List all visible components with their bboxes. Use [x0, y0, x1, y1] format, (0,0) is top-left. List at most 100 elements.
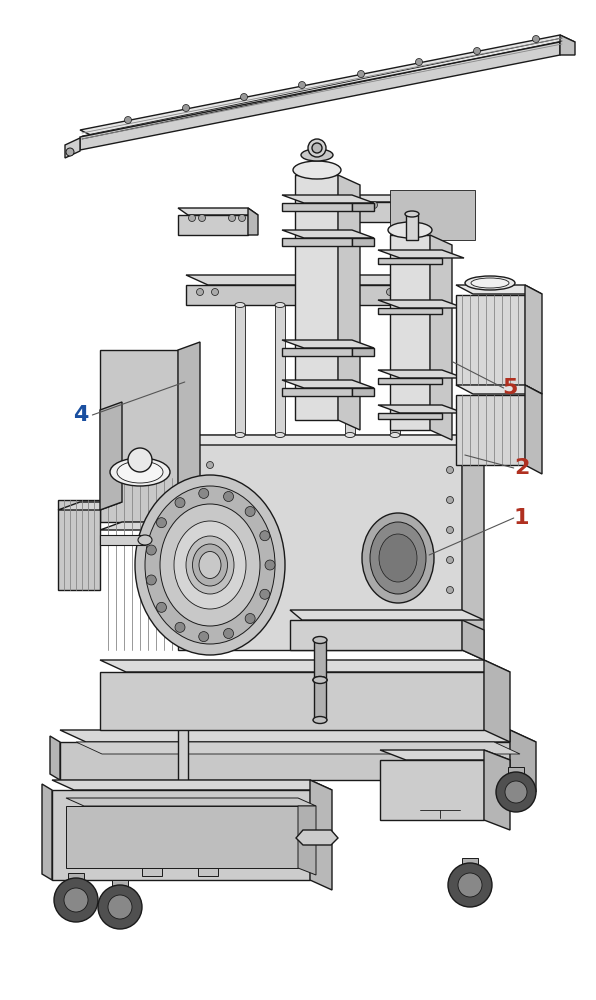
Circle shape	[228, 215, 235, 222]
Polygon shape	[112, 880, 128, 890]
Circle shape	[446, 496, 454, 504]
Polygon shape	[80, 35, 575, 137]
Polygon shape	[378, 413, 442, 419]
Ellipse shape	[235, 432, 245, 438]
Circle shape	[175, 622, 185, 632]
Circle shape	[206, 632, 213, 639]
Circle shape	[446, 556, 454, 564]
Polygon shape	[390, 305, 400, 435]
Polygon shape	[282, 238, 352, 246]
Ellipse shape	[370, 522, 426, 594]
Polygon shape	[508, 767, 524, 777]
Ellipse shape	[117, 461, 163, 483]
Circle shape	[191, 611, 198, 618]
Circle shape	[157, 602, 166, 612]
Polygon shape	[314, 680, 326, 720]
Ellipse shape	[313, 637, 327, 644]
Circle shape	[238, 215, 246, 222]
Polygon shape	[290, 610, 484, 620]
Circle shape	[206, 536, 213, 544]
Circle shape	[108, 895, 132, 919]
Ellipse shape	[379, 534, 417, 582]
Circle shape	[198, 215, 206, 222]
Circle shape	[191, 586, 198, 593]
Polygon shape	[378, 258, 442, 264]
Polygon shape	[68, 873, 84, 883]
Circle shape	[473, 47, 480, 54]
Polygon shape	[282, 340, 374, 348]
Polygon shape	[80, 42, 560, 150]
Polygon shape	[510, 730, 536, 792]
Polygon shape	[298, 806, 316, 875]
Text: 1: 1	[514, 508, 529, 528]
Ellipse shape	[235, 302, 245, 308]
Ellipse shape	[471, 278, 509, 288]
Ellipse shape	[145, 486, 275, 644]
Ellipse shape	[138, 535, 152, 545]
Polygon shape	[52, 780, 332, 790]
Polygon shape	[282, 380, 374, 388]
Polygon shape	[100, 660, 510, 672]
Polygon shape	[406, 215, 418, 240]
Ellipse shape	[275, 432, 285, 438]
Ellipse shape	[160, 504, 260, 626]
Polygon shape	[295, 175, 338, 420]
Circle shape	[64, 888, 88, 912]
Polygon shape	[178, 435, 462, 650]
Polygon shape	[310, 780, 332, 890]
Ellipse shape	[174, 521, 246, 609]
Polygon shape	[525, 285, 542, 394]
Circle shape	[532, 35, 539, 42]
Circle shape	[358, 70, 365, 78]
Polygon shape	[345, 305, 355, 435]
Ellipse shape	[193, 544, 228, 586]
Ellipse shape	[345, 302, 355, 308]
Polygon shape	[352, 203, 374, 211]
Circle shape	[175, 498, 185, 508]
Polygon shape	[378, 300, 464, 308]
Polygon shape	[178, 208, 258, 215]
Polygon shape	[248, 208, 258, 235]
Ellipse shape	[405, 211, 419, 217]
Circle shape	[66, 148, 74, 156]
Polygon shape	[100, 535, 145, 545]
Circle shape	[182, 104, 190, 111]
Circle shape	[448, 863, 492, 907]
Circle shape	[361, 202, 368, 209]
Polygon shape	[412, 285, 434, 305]
Ellipse shape	[275, 302, 285, 308]
Polygon shape	[58, 502, 122, 510]
Circle shape	[198, 632, 209, 642]
Circle shape	[191, 562, 198, 568]
Polygon shape	[65, 138, 80, 158]
Polygon shape	[100, 402, 122, 510]
Polygon shape	[390, 235, 430, 430]
Circle shape	[401, 202, 408, 209]
Ellipse shape	[313, 716, 327, 724]
Polygon shape	[378, 250, 464, 258]
Circle shape	[206, 462, 213, 468]
Polygon shape	[378, 308, 442, 314]
Ellipse shape	[301, 149, 333, 161]
Circle shape	[146, 575, 156, 585]
Polygon shape	[560, 35, 575, 55]
Polygon shape	[350, 202, 420, 222]
Polygon shape	[66, 798, 316, 806]
Ellipse shape	[186, 536, 234, 594]
Circle shape	[446, 616, 454, 624]
Circle shape	[146, 545, 156, 555]
Polygon shape	[186, 285, 412, 305]
Polygon shape	[100, 350, 178, 522]
Ellipse shape	[362, 513, 434, 603]
Ellipse shape	[390, 432, 400, 438]
Circle shape	[198, 488, 209, 498]
Polygon shape	[352, 348, 374, 356]
Polygon shape	[178, 713, 198, 720]
Polygon shape	[380, 750, 510, 760]
Polygon shape	[484, 660, 510, 742]
Polygon shape	[282, 230, 374, 238]
Polygon shape	[282, 348, 352, 356]
Circle shape	[260, 589, 270, 599]
Circle shape	[212, 288, 219, 296]
Polygon shape	[142, 868, 162, 876]
